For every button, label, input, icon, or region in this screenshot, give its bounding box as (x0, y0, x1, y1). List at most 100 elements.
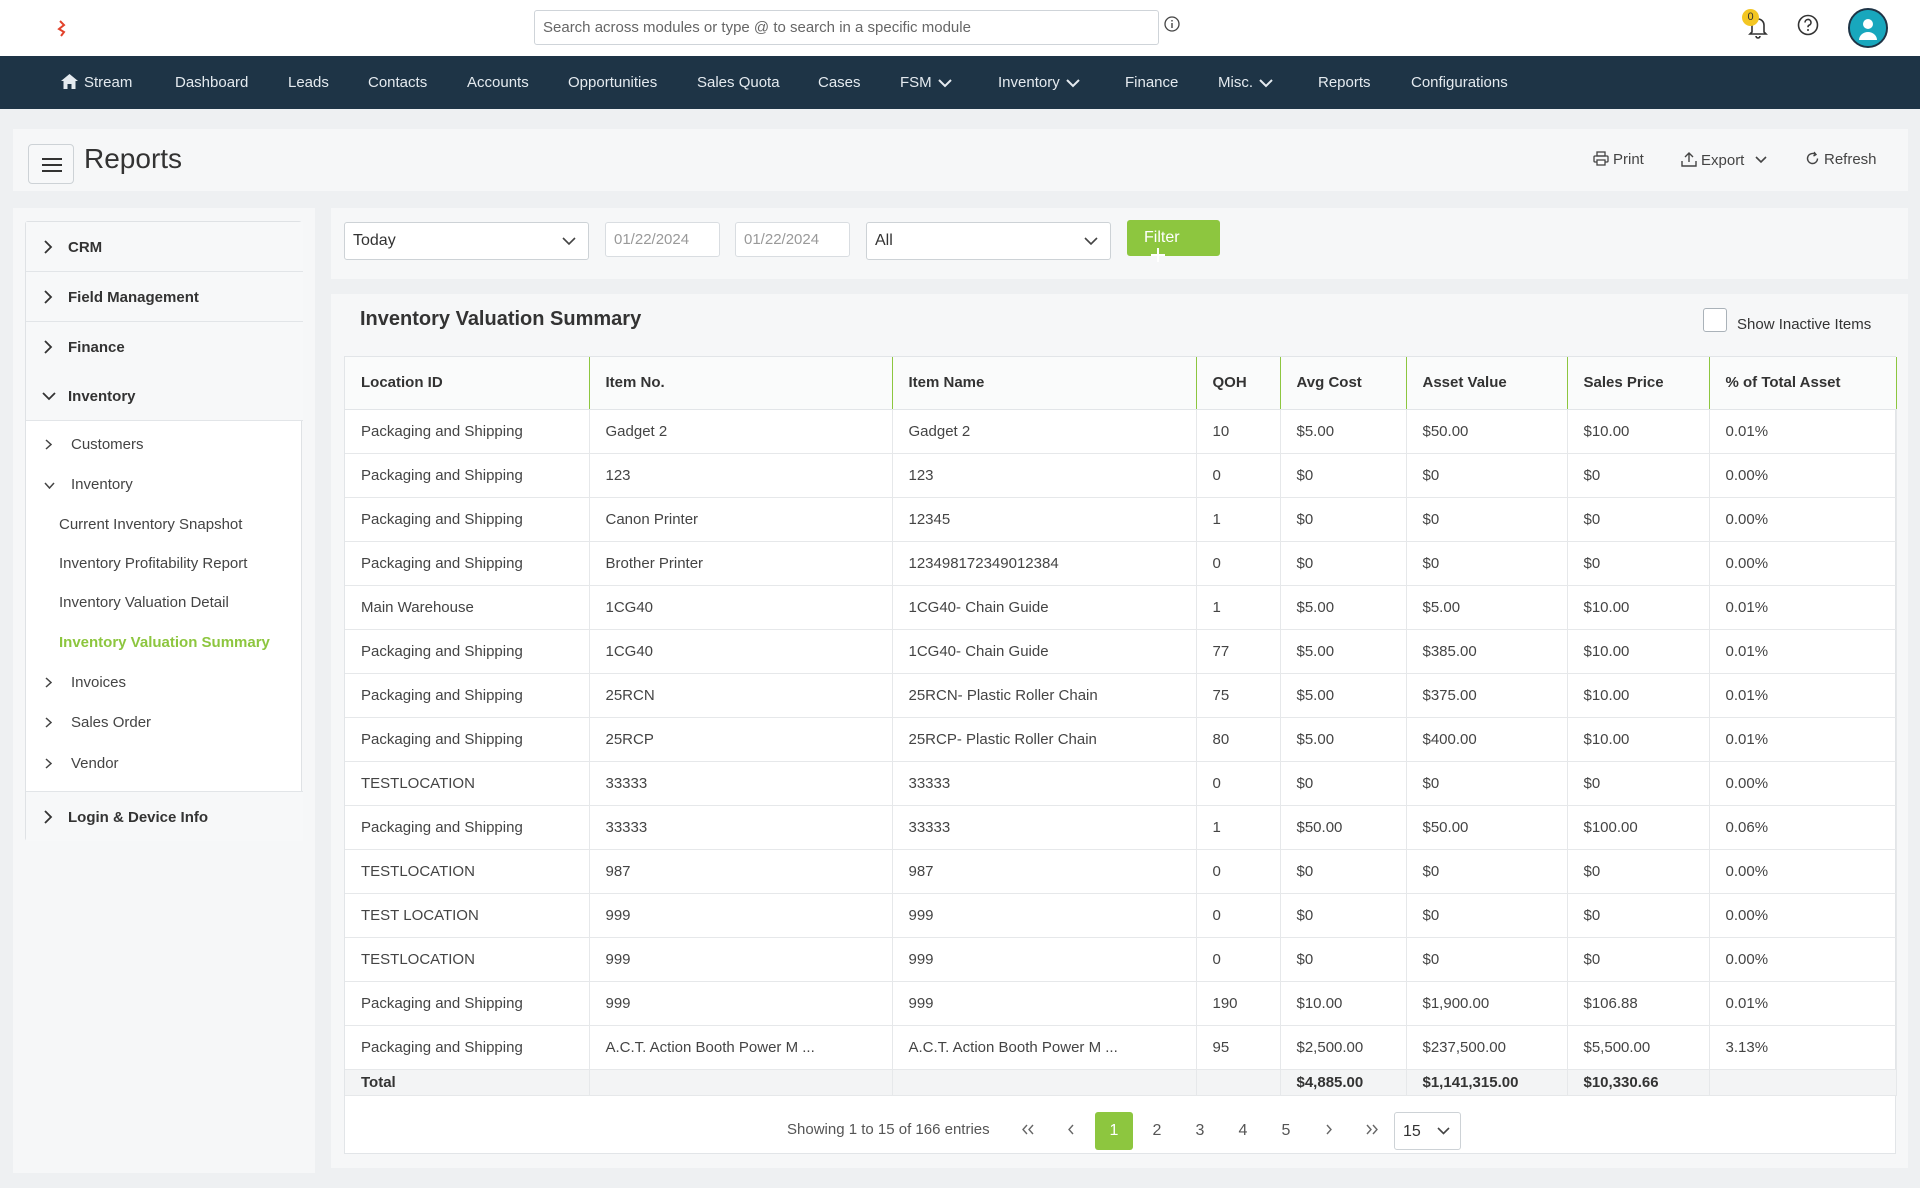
column-header[interactable]: Sales Price (1567, 357, 1710, 410)
table-row[interactable]: TESTLOCATION 33333 33333 0 $0 $0 $0 0.00% (345, 761, 1897, 806)
sidebar-section-inventory[interactable]: Inventory (26, 371, 303, 421)
sidebar-toggle-button[interactable] (28, 144, 74, 184)
table-cell: 0.00% (1709, 937, 1897, 982)
nav-reports[interactable]: Reports (1318, 74, 1371, 91)
table-cell: Brother Printer (589, 541, 893, 586)
print-button[interactable]: Print (1593, 151, 1644, 168)
nav-opportunities[interactable]: Opportunities (568, 74, 658, 91)
table-row[interactable]: Packaging and Shipping 123 123 0 $0 $0 $0 0.00% (345, 453, 1897, 498)
user-avatar[interactable] (1848, 8, 1888, 48)
table-row[interactable]: Packaging and Shipping A.C.T. Action Boot… (345, 1025, 1897, 1070)
first-page-button[interactable] (1009, 1112, 1047, 1150)
sidebar-item-vendor[interactable]: Vendor (45, 755, 119, 772)
nav-inventory[interactable]: Inventory (998, 56, 1080, 109)
show-inactive-label[interactable]: Show Inactive Items (1737, 316, 1872, 333)
table-row[interactable]: Packaging and Shipping 25RCN 25RCN- Plasti… (345, 673, 1897, 718)
table-row[interactable]: Packaging and Shipping 25RCP 25RCP- Plasti… (345, 717, 1897, 762)
sidebar-section-finance[interactable]: Finance (26, 322, 303, 372)
nav-contacts[interactable]: Contacts (368, 74, 428, 91)
table-cell: $385.00 (1406, 629, 1568, 674)
info-icon[interactable] (1164, 16, 1180, 36)
nav-sales-quota[interactable]: Sales Quota (697, 74, 780, 91)
page-1-button[interactable]: 1 (1095, 1112, 1133, 1150)
sidebar-section-crm[interactable]: CRM (26, 222, 303, 272)
table-row[interactable]: Packaging and Shipping Brother Printer 123… (345, 541, 1897, 586)
nav-finance[interactable]: Finance (1125, 74, 1179, 91)
from-date-input[interactable]: 01/22/2024 (605, 222, 720, 257)
chevron-down-icon (1259, 78, 1273, 87)
prev-page-button[interactable] (1052, 1112, 1090, 1150)
table-cell: $10.00 (1567, 409, 1710, 454)
sidebar-item-sales-order[interactable]: Sales Order (45, 714, 151, 731)
table-cell: Gadget 2 (892, 409, 1197, 454)
column-header[interactable]: Asset Value (1406, 357, 1568, 410)
column-header[interactable]: Location ID (345, 357, 590, 410)
table-cell: 0.00% (1709, 453, 1897, 498)
sidebar-item-customers[interactable]: Customers (45, 436, 144, 453)
nav-cases[interactable]: Cases (818, 74, 861, 91)
report-link-current-inventory-snapshot[interactable]: Current Inventory Snapshot (59, 516, 243, 533)
table-row[interactable]: Packaging and Shipping Gadget 2 Gadget 2 10… (345, 409, 1897, 454)
sidebar-item-inventory[interactable]: Inventory (44, 476, 133, 493)
table-row[interactable]: Packaging and Shipping 1CG40 1CG40- Chain … (345, 629, 1897, 674)
table-cell: 25RCN- Plastic Roller Chain (892, 673, 1197, 718)
chevron-right-icon (1326, 1124, 1332, 1135)
sidebar-section-field-management[interactable]: Field Management (26, 272, 303, 322)
table-cell: 123 (892, 453, 1197, 498)
column-header[interactable]: % of Total Asset (1709, 357, 1897, 410)
page-2-button[interactable]: 2 (1152, 1122, 1162, 1139)
last-page-button[interactable] (1353, 1112, 1391, 1150)
table-cell: 80 (1196, 717, 1281, 762)
hamburger-icon (42, 158, 62, 172)
table-row[interactable]: Packaging and Shipping Canon Printer 12345… (345, 497, 1897, 542)
table-cell: Packaging and Shipping (345, 717, 590, 762)
table-row[interactable]: TESTLOCATION 987 987 0 $0 $0 $0 0.00% (345, 849, 1897, 894)
nav-misc[interactable]: Misc. (1218, 56, 1273, 109)
page-size-select[interactable]: 15 (1394, 1112, 1461, 1150)
nav-configurations[interactable]: Configurations (1411, 74, 1508, 91)
filter-button[interactable]: Filter (1127, 220, 1220, 262)
location-select[interactable]: All (866, 222, 1111, 260)
table-row[interactable]: Packaging and Shipping 33333 33333 1 $50.00 $… (345, 805, 1897, 850)
table-row[interactable]: TESTLOCATION 999 999 0 $0 $0 $0 0.00% (345, 937, 1897, 982)
table-row[interactable]: TEST LOCATION 999 999 0 $0 $0 $0 0.00% (345, 893, 1897, 938)
period-select[interactable]: Today (344, 222, 589, 260)
sidebar-item-invoices[interactable]: Invoices (45, 674, 126, 691)
report-link-inventory-valuation-detail[interactable]: Inventory Valuation Detail (59, 594, 229, 611)
refresh-icon (1806, 151, 1819, 165)
table-row[interactable]: Main Warehouse 1CG40 1CG40- Chain Guide 1 $5… (345, 585, 1897, 630)
page-4-button[interactable]: 4 (1238, 1122, 1248, 1139)
table-cell: 1CG40- Chain Guide (892, 629, 1197, 674)
column-header[interactable]: Avg Cost (1280, 357, 1407, 410)
column-header[interactable]: Item No. (589, 357, 893, 410)
nav-dashboard[interactable]: Dashboard (175, 74, 249, 91)
sidebar-section-login-device-info[interactable]: Login & Device Info (26, 791, 303, 841)
export-dropdown[interactable]: Export (1681, 151, 1771, 169)
nav-leads[interactable]: Leads (288, 74, 329, 91)
report-link-inventory-profitability[interactable]: Inventory Profitability Report (59, 555, 248, 572)
table-cell: 3.13% (1709, 1025, 1897, 1070)
table-cell: A.C.T. Action Booth Power M ... (892, 1025, 1197, 1070)
nav-fsm[interactable]: FSM (900, 56, 952, 109)
table-cell: $400.00 (1406, 717, 1568, 762)
column-header[interactable]: QOH (1196, 357, 1281, 410)
report-link-inventory-valuation-summary[interactable]: Inventory Valuation Summary (59, 634, 270, 651)
app-logo[interactable] (52, 18, 72, 38)
refresh-button[interactable]: Refresh (1805, 151, 1877, 168)
page-5-button[interactable]: 5 (1281, 1122, 1291, 1139)
column-header[interactable]: Item Name (892, 357, 1197, 410)
table-cell: $10.00 (1567, 585, 1710, 630)
table-row[interactable]: Packaging and Shipping 999 999 190 $10.00 $1,… (345, 981, 1897, 1026)
help-icon[interactable] (1797, 14, 1819, 40)
table-cell: 999 (892, 981, 1197, 1026)
nav-accounts[interactable]: Accounts (467, 74, 529, 91)
next-page-button[interactable] (1310, 1112, 1348, 1150)
table-cell: Packaging and Shipping (345, 541, 590, 586)
page-3-button[interactable]: 3 (1195, 1122, 1205, 1139)
to-date-input[interactable]: 01/22/2024 (735, 222, 850, 257)
show-inactive-checkbox[interactable] (1703, 308, 1727, 332)
page-title: Reports (84, 143, 183, 174)
global-search-input[interactable]: Search across modules or type @ to searc… (534, 10, 1159, 45)
nav-stream[interactable]: Stream (61, 56, 132, 109)
table-cell: 95 (1196, 1025, 1281, 1070)
